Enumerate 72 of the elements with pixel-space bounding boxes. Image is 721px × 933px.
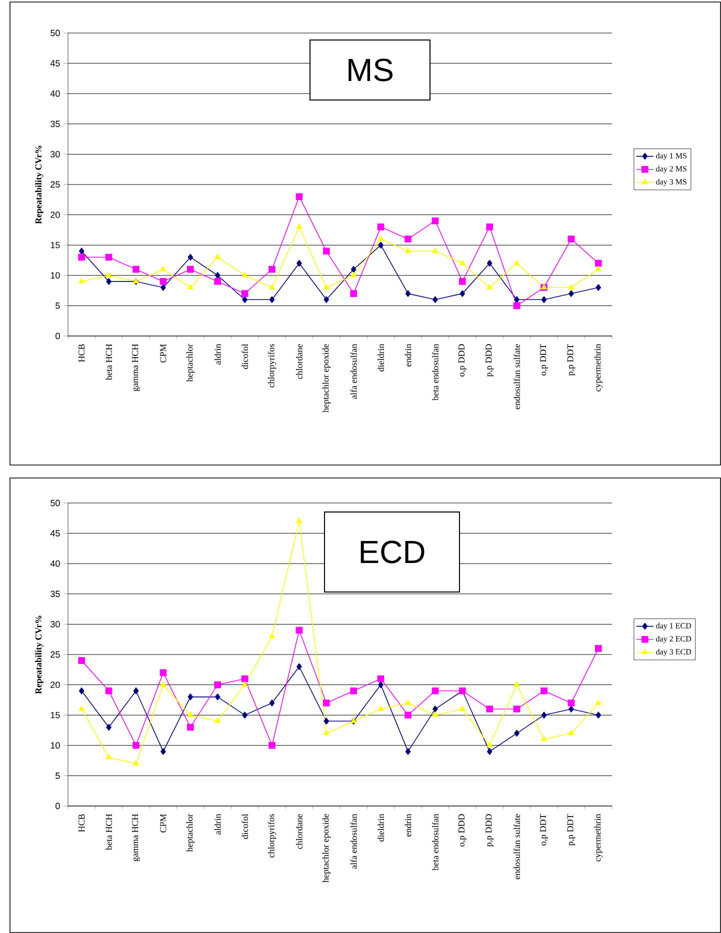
y-tick-label: 0 xyxy=(56,802,60,810)
x-tick-label: o,p DDT xyxy=(540,344,548,376)
y-tick-label: 30 xyxy=(50,151,60,158)
x-tick-label: dieldrin xyxy=(378,814,384,842)
x-tick-label: aldrin xyxy=(214,814,221,834)
x-tick-label: o,p DDD xyxy=(458,344,466,376)
x-tick-label: chlordane xyxy=(296,344,302,379)
x-tick-label: dicofol xyxy=(242,814,248,839)
x-tick-label: endosulfan sulfate xyxy=(514,814,520,880)
legend-label: day 2 MS xyxy=(656,166,686,174)
y-tick-label: 50 xyxy=(50,30,60,36)
x-tick-label: p,p DDD xyxy=(486,344,494,377)
y-tick-label: 45 xyxy=(50,530,60,536)
y-tick-label: 50 xyxy=(50,500,60,506)
x-tick-label: gamma HCH xyxy=(132,814,140,862)
y-tick-label: 10 xyxy=(50,742,60,749)
x-tick-label: cypermethrin xyxy=(594,814,602,862)
x-tick-label: p,p DDT xyxy=(567,344,576,376)
x-tick-label: gamma HCH xyxy=(132,344,140,392)
legend-label: day 3 MS xyxy=(656,178,686,186)
x-tick-label: CPM xyxy=(160,814,166,832)
y-tick-label: 40 xyxy=(50,90,60,97)
y-axis-title: Repeatability CVr% xyxy=(35,146,44,224)
x-tick-label: o,p DDT xyxy=(540,814,548,846)
text: MS xyxy=(348,58,393,82)
y-tick-label: 40 xyxy=(50,560,60,567)
y-tick-label: 0 xyxy=(56,332,60,340)
legend-label: day 3 ECD xyxy=(656,648,692,656)
y-axis-title: Repeatability CVr% xyxy=(35,616,44,694)
x-tick-label: chlorpyrifos xyxy=(268,344,276,388)
y-tick-label: 5 xyxy=(56,772,60,779)
x-tick-label: endrin xyxy=(404,344,412,366)
x-tick-label: heptachlor xyxy=(186,344,194,382)
y-tick-label: 45 xyxy=(50,60,60,66)
y-tick-label: 25 xyxy=(50,181,60,188)
x-tick-label: cypermethrin xyxy=(594,344,602,392)
x-tick-label: o,p DDD xyxy=(458,814,466,846)
y-tick-label: 30 xyxy=(50,621,60,628)
x-tick-label: heptachlor xyxy=(186,814,194,852)
y-tick-label: 5 xyxy=(56,302,60,309)
x-tick-label: HCB xyxy=(78,344,85,362)
y-tick-label: 35 xyxy=(50,120,60,128)
x-tick-label: chlordane xyxy=(296,814,302,849)
x-tick-label: endrin xyxy=(404,814,412,836)
x-tick-label: beta endosulfan xyxy=(432,344,438,401)
x-tick-label: alfa endosulfan xyxy=(350,814,357,869)
x-tick-label: beta HCH xyxy=(106,344,112,380)
x-tick-label: p,p DDT xyxy=(567,814,576,846)
x-tick-label: alfa endosulfan xyxy=(350,344,357,399)
x-tick-label: beta endosulfan xyxy=(432,814,438,871)
x-tick-label: CPM xyxy=(160,344,166,362)
x-tick-label: HCB xyxy=(78,814,85,832)
y-tick-label: 20 xyxy=(50,682,60,688)
y-tick-label: 20 xyxy=(50,212,60,218)
y-tick-label: 10 xyxy=(50,272,60,279)
x-tick-label: dicofol xyxy=(242,344,248,369)
x-tick-label: p,p DDD xyxy=(486,814,494,847)
x-tick-label: heptachlor epoxide xyxy=(322,814,330,882)
x-tick-label: endosulfan sulfate xyxy=(514,344,520,410)
x-tick-label: beta HCH xyxy=(106,814,112,850)
y-tick-label: 25 xyxy=(50,651,60,658)
x-tick-label: dieldrin xyxy=(378,344,384,372)
y-tick-label: 35 xyxy=(50,590,60,598)
x-tick-label: aldrin xyxy=(214,344,221,364)
legend-label: day 1 MS xyxy=(656,152,686,160)
y-tick-label: 15 xyxy=(50,242,60,248)
legend-label: day 2 ECD xyxy=(656,636,692,644)
y-tick-label: 15 xyxy=(50,712,60,718)
x-tick-label: chlorpyrifos xyxy=(268,814,276,858)
text: ECD xyxy=(360,540,424,564)
x-tick-label: heptachlor epoxide xyxy=(322,344,330,412)
legend-label: day 1 ECD xyxy=(656,622,692,630)
